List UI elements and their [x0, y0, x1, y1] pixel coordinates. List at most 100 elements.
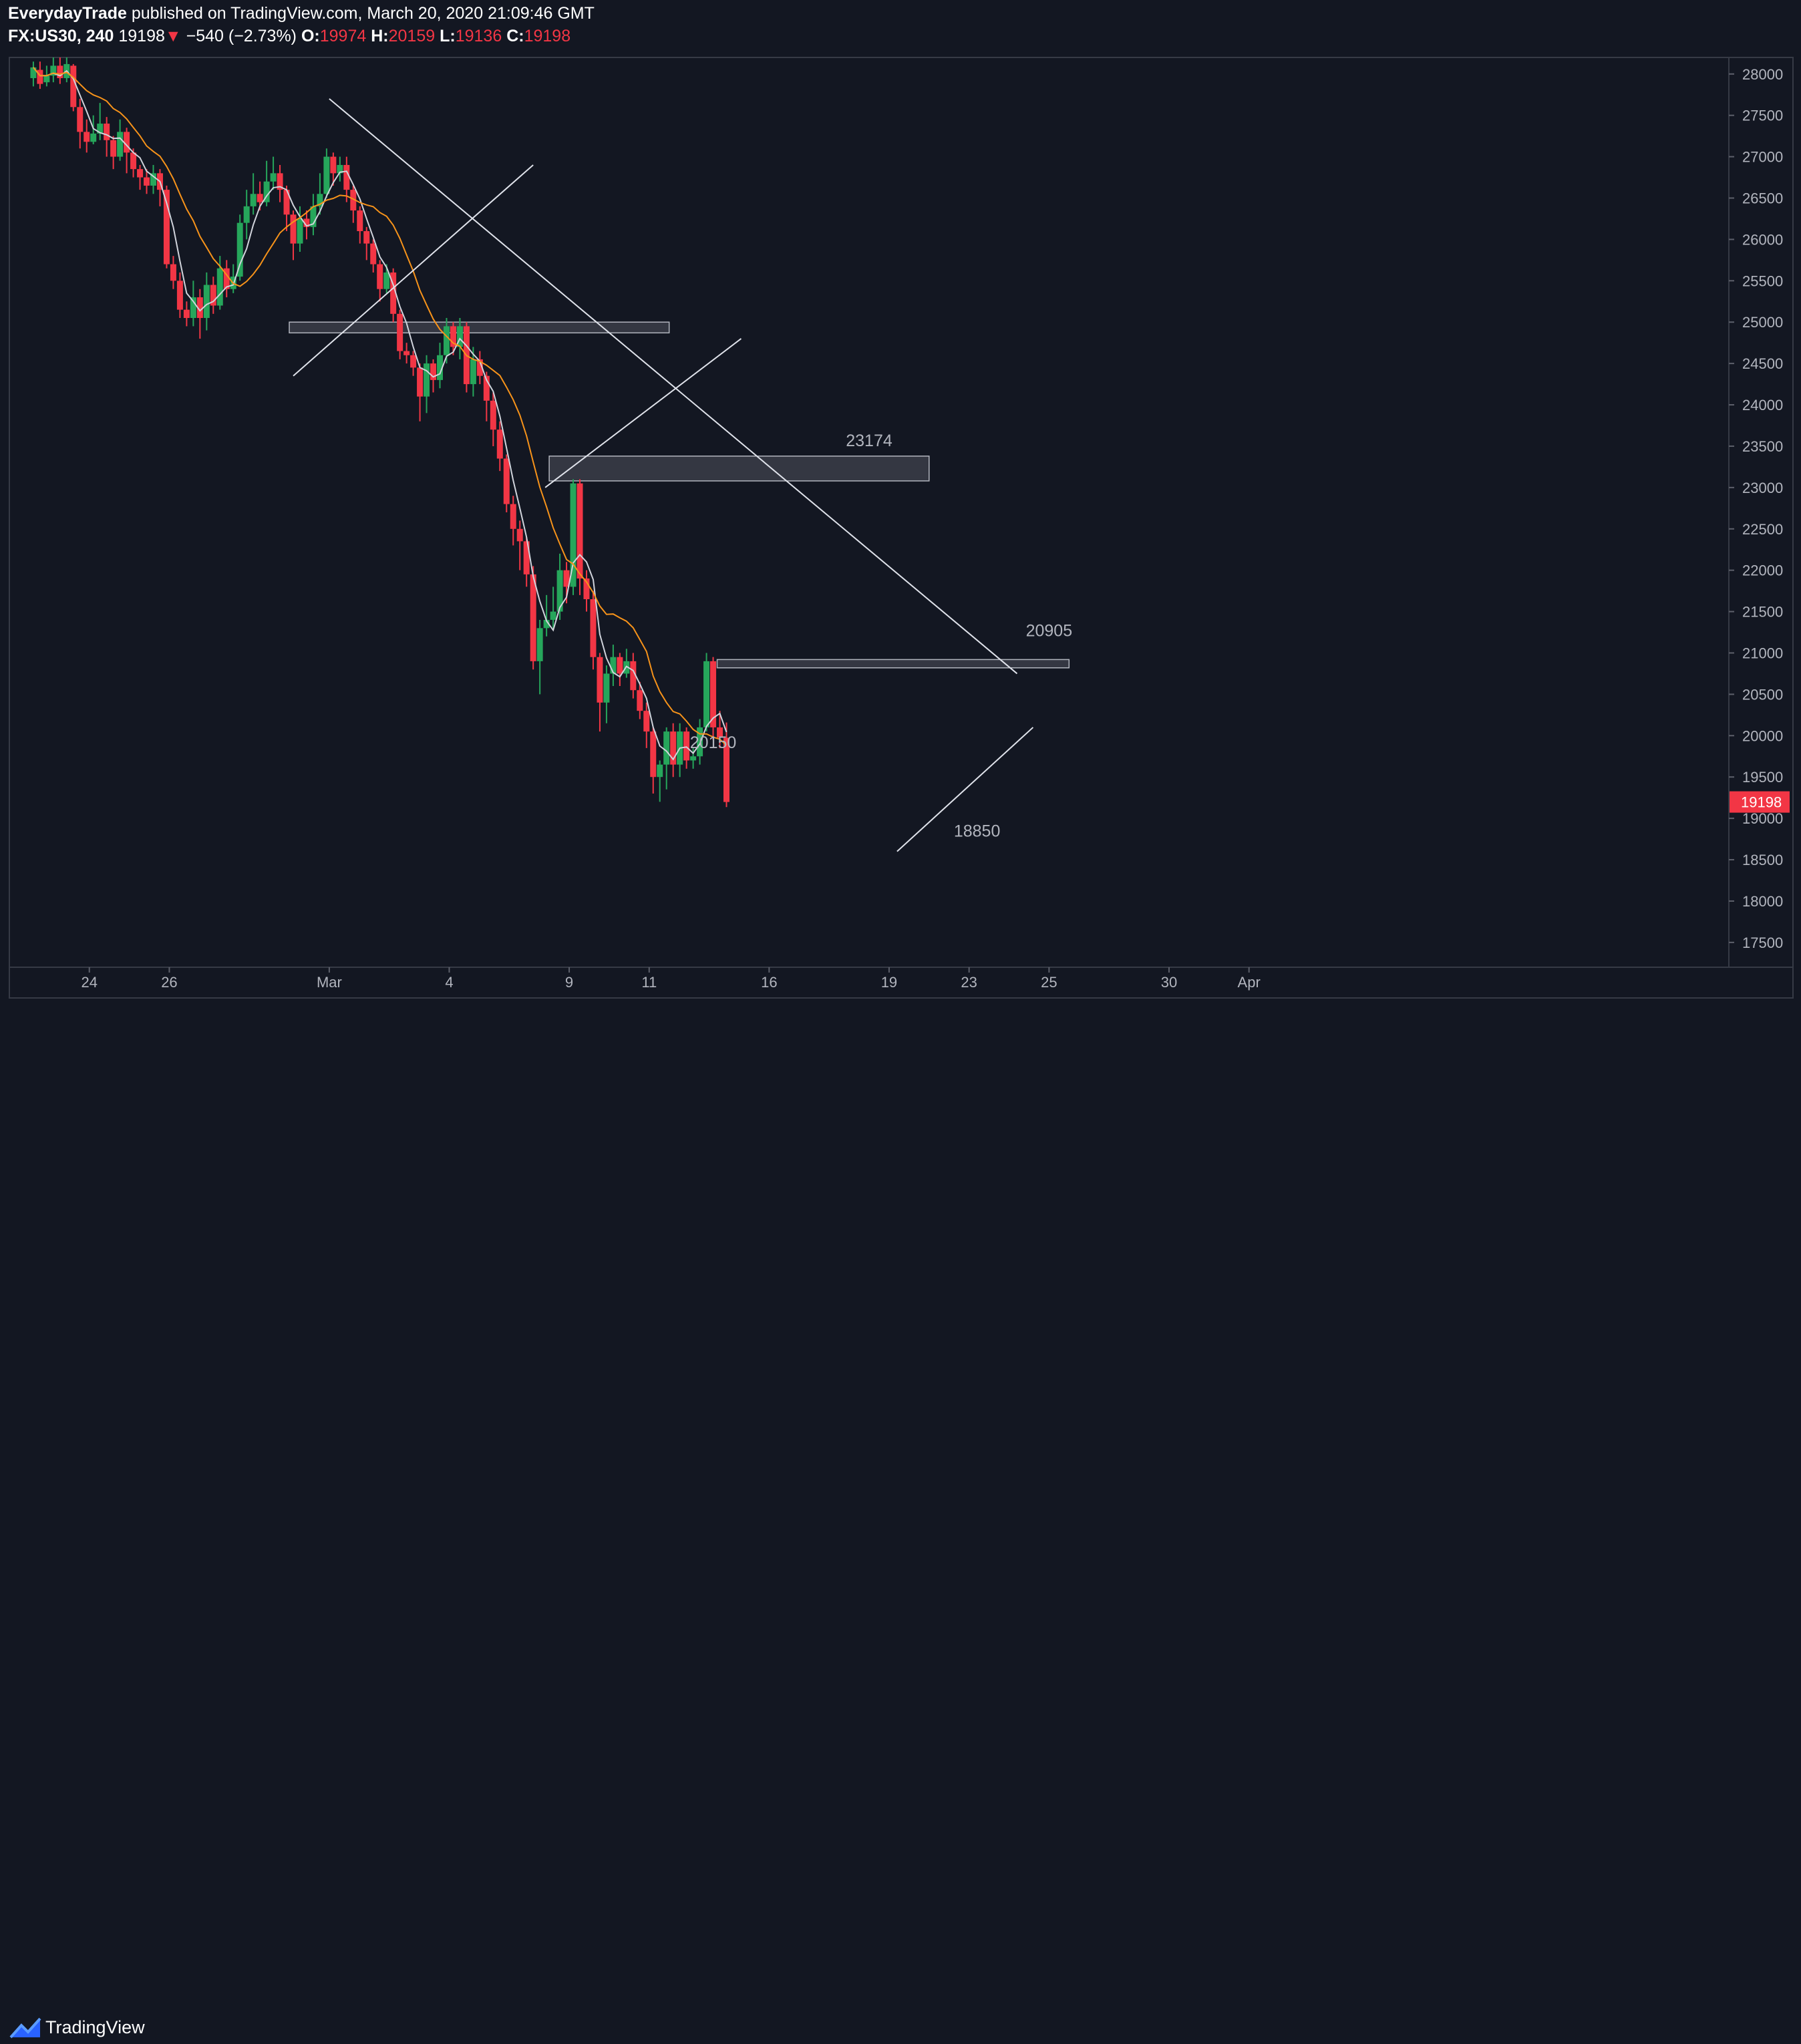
candle-body [697, 727, 703, 757]
price-tick-label: 22000 [1742, 562, 1783, 579]
candle-body [456, 326, 463, 347]
candle-body [216, 268, 223, 306]
price-annotation-label: 23174 [846, 432, 892, 450]
price-chart[interactable]: 23174 20905 20150 18850 17500 18000 18500 1900… [0, 0, 1801, 1002]
candle-body [550, 611, 556, 620]
candle-body [510, 504, 516, 529]
candle-body [283, 190, 290, 215]
candle-body [137, 169, 144, 178]
candle-body [570, 483, 577, 587]
candle-body [310, 206, 317, 227]
candle-body [603, 673, 610, 703]
candle-body [70, 65, 77, 108]
candle-body [183, 309, 190, 319]
price-tick-label: 25500 [1742, 273, 1783, 289]
candle-body [104, 124, 110, 140]
time-tick-label: 19 [881, 974, 897, 991]
candle-body [483, 375, 490, 401]
candle-body [357, 210, 363, 232]
candle-body [530, 574, 536, 661]
candle-body [717, 727, 723, 738]
candle-body [516, 528, 523, 542]
candle-body [144, 177, 150, 186]
price-tick-label: 24500 [1742, 355, 1783, 372]
candle-body [723, 737, 729, 802]
candle-body [410, 355, 417, 368]
price-axis[interactable]: 17500 18000 18500 19000 19500 20000 20500 21000… [1729, 66, 1790, 951]
candle-body [317, 194, 323, 206]
candle-body [236, 222, 243, 277]
candle-body [77, 107, 84, 132]
time-tick-label: 24 [81, 974, 97, 991]
time-tick-label: Apr [1238, 974, 1261, 991]
slow-moving-average-line [33, 67, 727, 746]
price-tick-label: 23000 [1742, 480, 1783, 496]
candle-body [30, 67, 37, 78]
candle-body [330, 156, 337, 174]
candle-body [643, 711, 650, 732]
candle-body [90, 133, 97, 142]
time-tick-label: 23 [961, 974, 977, 991]
price-tick-label: 28000 [1742, 66, 1783, 83]
publish-line: EverydayTrade published on TradingView.c… [8, 4, 595, 23]
candle-body [84, 132, 90, 142]
candle-body [543, 619, 550, 629]
time-axis[interactable]: 24 26 Mar 4 9 11 16 19 23 25 30 Apr [81, 967, 1261, 991]
time-tick-label: 16 [761, 974, 777, 991]
price-tick-label: 21500 [1742, 604, 1783, 621]
close-label: C: [506, 27, 524, 45]
symbol-line: FX:US30, 240 19198▼ −540 (−2.73%) O:1997… [8, 27, 570, 46]
candle-body [597, 657, 603, 703]
candle-body [397, 313, 403, 351]
candle-body [277, 173, 283, 190]
price-tick-label: 27000 [1742, 149, 1783, 166]
footer: TradingView [0, 1002, 1801, 2039]
candle-body [117, 132, 124, 157]
high-value: 20159 [388, 27, 436, 45]
author-name[interactable]: EverydayTrade [8, 4, 127, 23]
candle-body [370, 243, 377, 265]
candle-body [577, 483, 583, 579]
candle-body [250, 194, 257, 206]
open-label: O: [301, 27, 320, 45]
candle-body [703, 661, 710, 727]
time-tick-label: 30 [1161, 974, 1177, 991]
candle-body [163, 190, 170, 265]
candle-body [124, 132, 130, 153]
chart-frame [9, 57, 1794, 999]
trendline [896, 727, 1034, 852]
price-tick-label: 26000 [1742, 231, 1783, 248]
trendline [329, 98, 1018, 675]
candle-body [363, 231, 370, 244]
candle-body [496, 430, 503, 459]
candle-body [417, 367, 424, 397]
candle-body [210, 285, 216, 306]
candle-body [377, 264, 383, 289]
candle-body [563, 570, 570, 587]
candle-body [630, 661, 637, 691]
time-tick-label: 9 [565, 974, 573, 991]
candle-body [176, 281, 183, 310]
candle-body [536, 628, 543, 661]
symbol-name[interactable]: FX:US30, 240 [8, 27, 114, 45]
candle-body [470, 359, 476, 385]
candle-body [50, 65, 57, 76]
tradingview-brand[interactable]: TradingView [45, 2017, 145, 2037]
price-tick-label: 19000 [1742, 810, 1783, 827]
tradingview-logo-icon[interactable] [9, 2013, 43, 2044]
time-tick-label: 25 [1041, 974, 1057, 991]
price-tick-label: 20000 [1742, 727, 1783, 744]
candle-body [430, 363, 437, 380]
candle-layer [30, 57, 729, 808]
price-tick-label: 24000 [1742, 397, 1783, 413]
candle-body [203, 285, 210, 319]
price-tick-label: 22500 [1742, 521, 1783, 538]
price-tick-label: 20500 [1742, 686, 1783, 703]
candle-body [337, 164, 343, 174]
time-tick-label: 11 [641, 974, 657, 991]
candle-body [690, 756, 697, 761]
zone-layer [289, 321, 1070, 669]
candle-body [130, 152, 137, 170]
candle-body [710, 661, 717, 727]
trendline [544, 338, 742, 488]
